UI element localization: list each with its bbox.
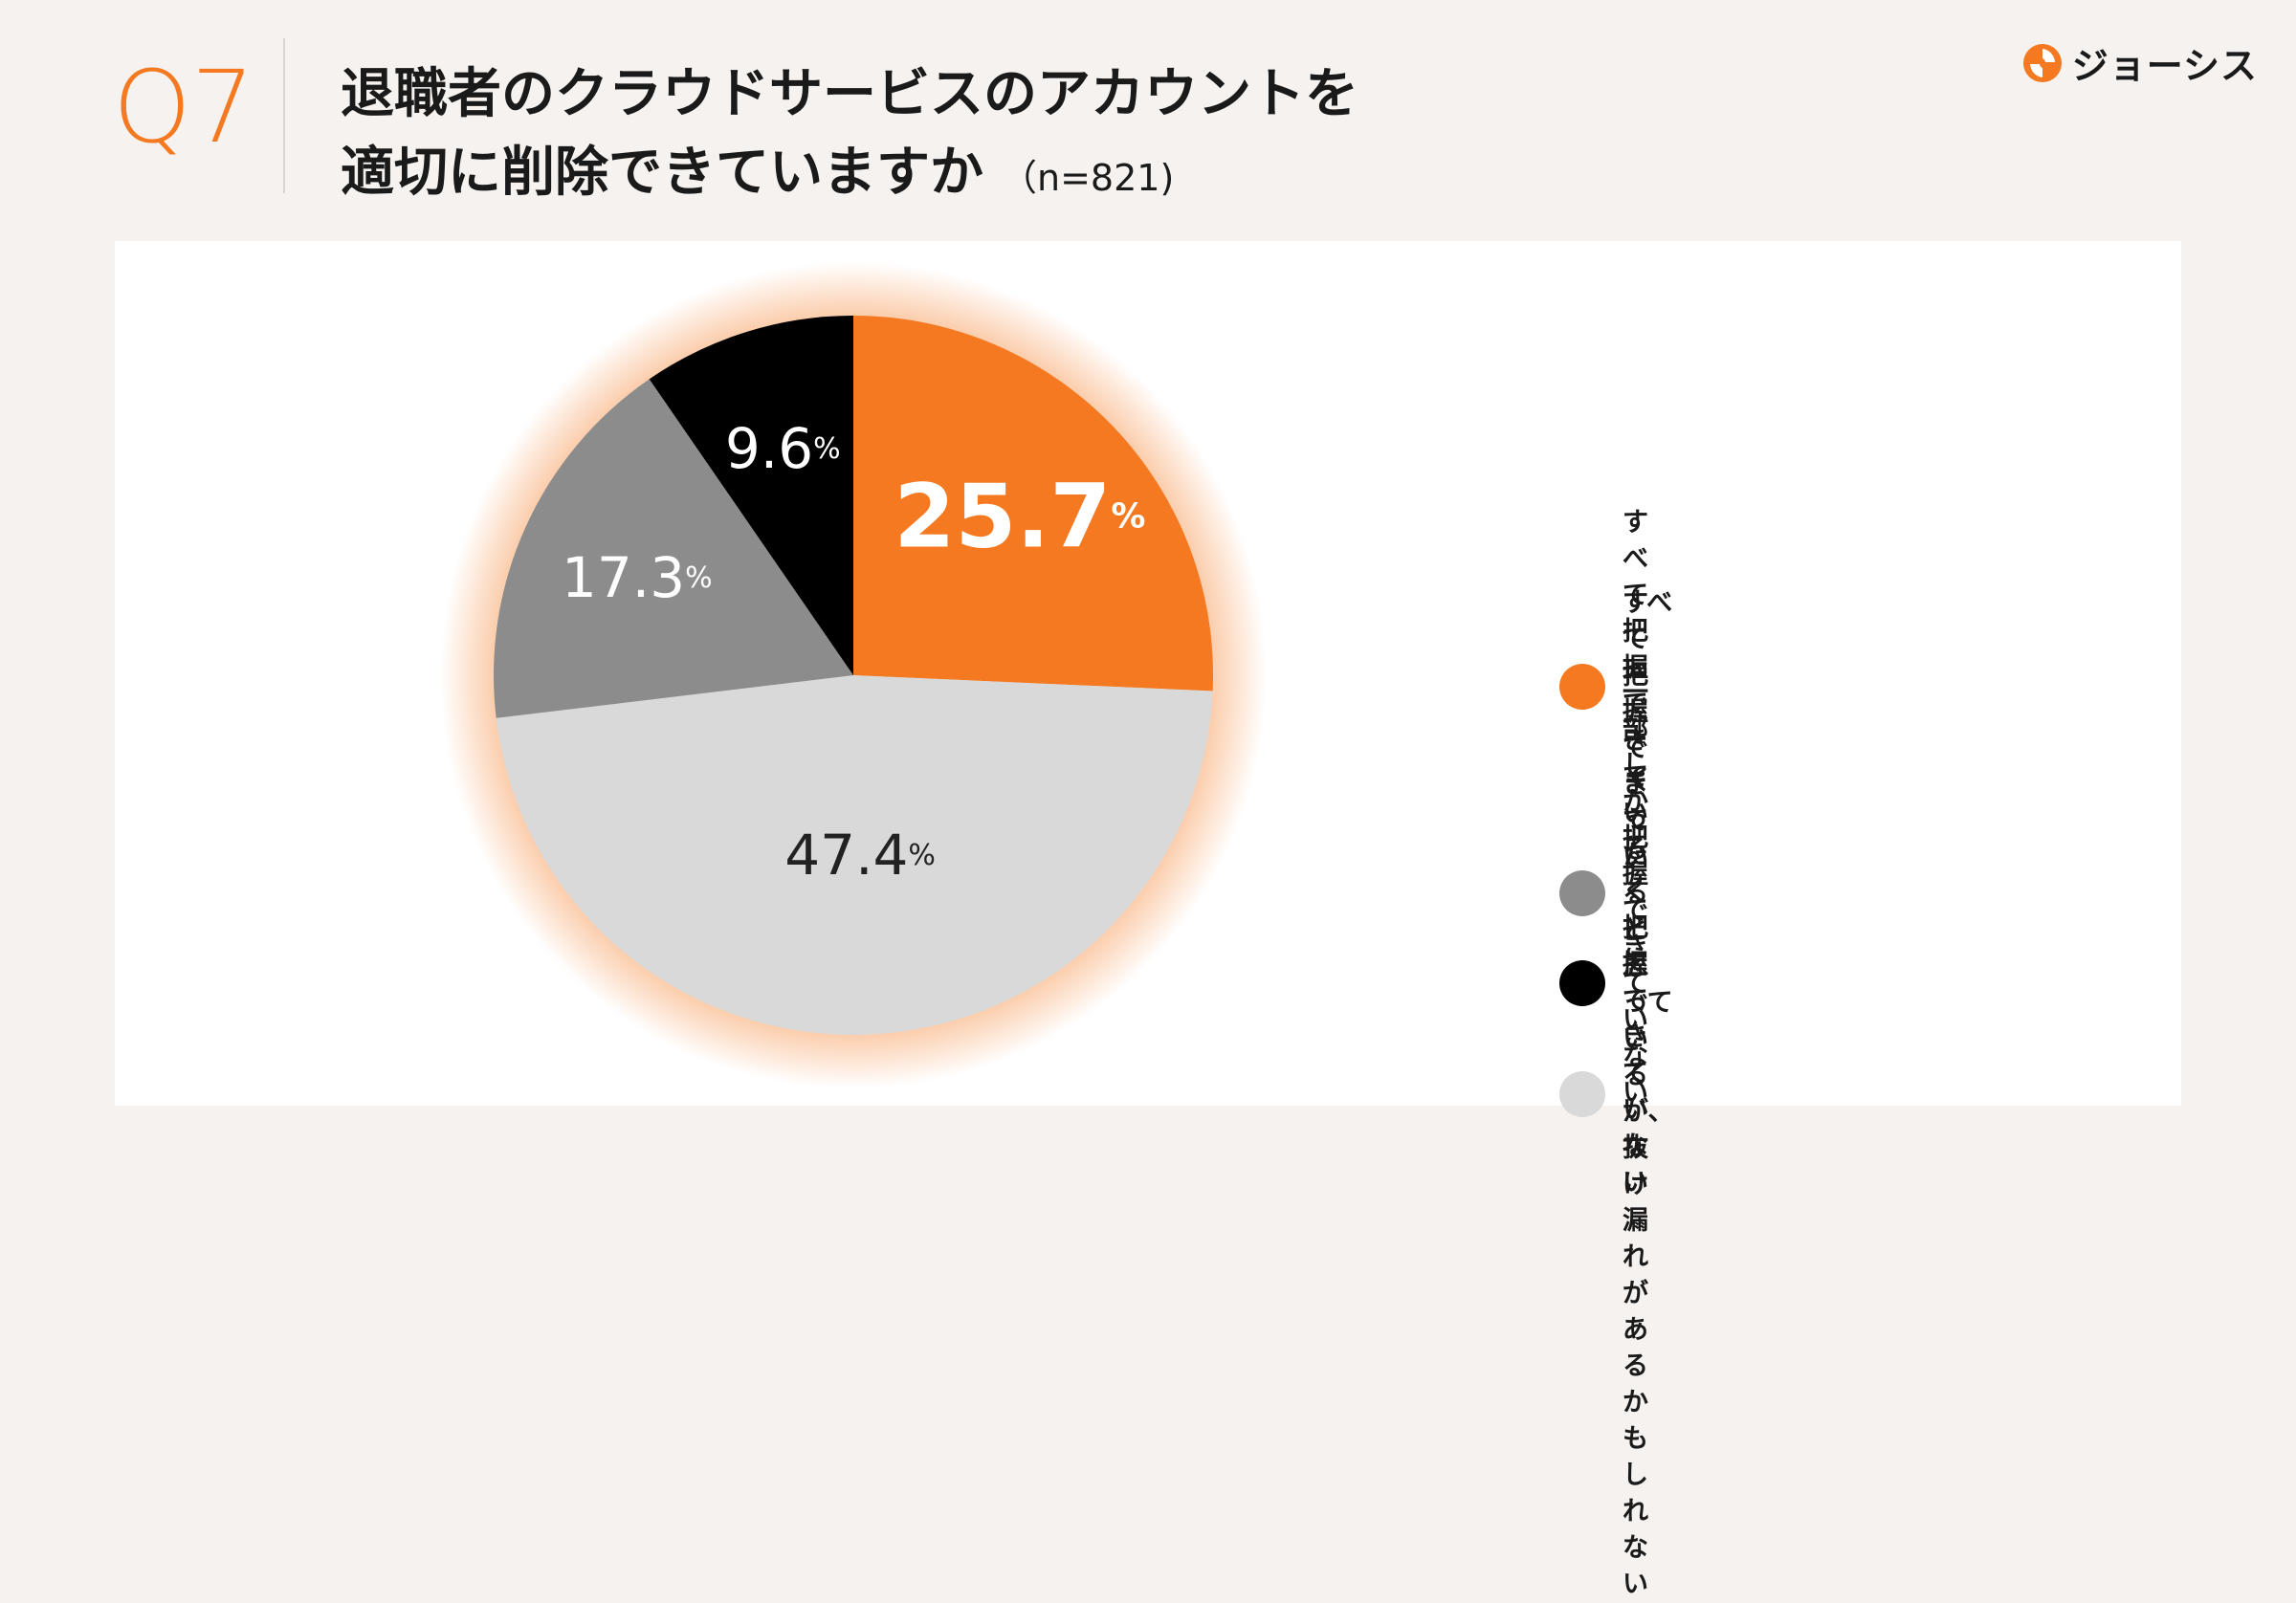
title-line-2-text: 適切に削除できていますか	[341, 142, 983, 204]
josys-logo-icon	[2022, 43, 2062, 82]
legend-item-4: まったく把握できていない	[1559, 765, 1648, 1201]
chart-panel: 25.7% 47.4% 17.3% 9.6% すべて把握できている すべて把握できている…	[115, 241, 2181, 1599]
slice-label-1: 25.7%	[894, 465, 1145, 567]
header-divider	[283, 38, 285, 193]
brand-name: ジョーシス	[2071, 45, 2258, 87]
legend-label: すべて把握できている	[1623, 508, 1648, 865]
page-title: 退職者のクラウドサービスのアカウントを 適切に削除できていますか （n=821)	[341, 55, 1358, 217]
slice-label-3: 17.3%	[562, 545, 713, 610]
legend-swatch	[1559, 664, 1605, 710]
legend-swatch	[1559, 1071, 1605, 1117]
pie-slice-1	[853, 316, 1214, 692]
brand-logo: ジョーシス	[2022, 36, 2258, 89]
legend-item-3: 一部しか把握できていない	[1559, 675, 1648, 1111]
legend-item-1: すべて把握できている	[1559, 505, 1648, 868]
pie-slice-4	[649, 316, 853, 675]
pie-slice-3	[494, 379, 853, 718]
legend-swatch	[1559, 870, 1605, 916]
legend-swatch	[1559, 960, 1605, 1006]
slice-label-2: 47.4%	[784, 823, 936, 888]
title-line-2: 適切に削除できていますか （n=821)	[341, 134, 1358, 217]
legend-label: まったく把握できていない	[1623, 768, 1648, 1197]
title-line-1: 退職者のクラウドサービスのアカウントを	[341, 63, 1358, 125]
slice-label-4: 9.6%	[725, 416, 841, 481]
sample-size: （n=821)	[1001, 157, 1175, 199]
legend-label: 一部しか把握できていない	[1623, 678, 1648, 1108]
pie-slice-2	[496, 675, 1213, 1035]
pie-chart: 25.7% 47.4% 17.3%9.6%	[440, 262, 1267, 1088]
question-number: Q7	[113, 49, 255, 165]
